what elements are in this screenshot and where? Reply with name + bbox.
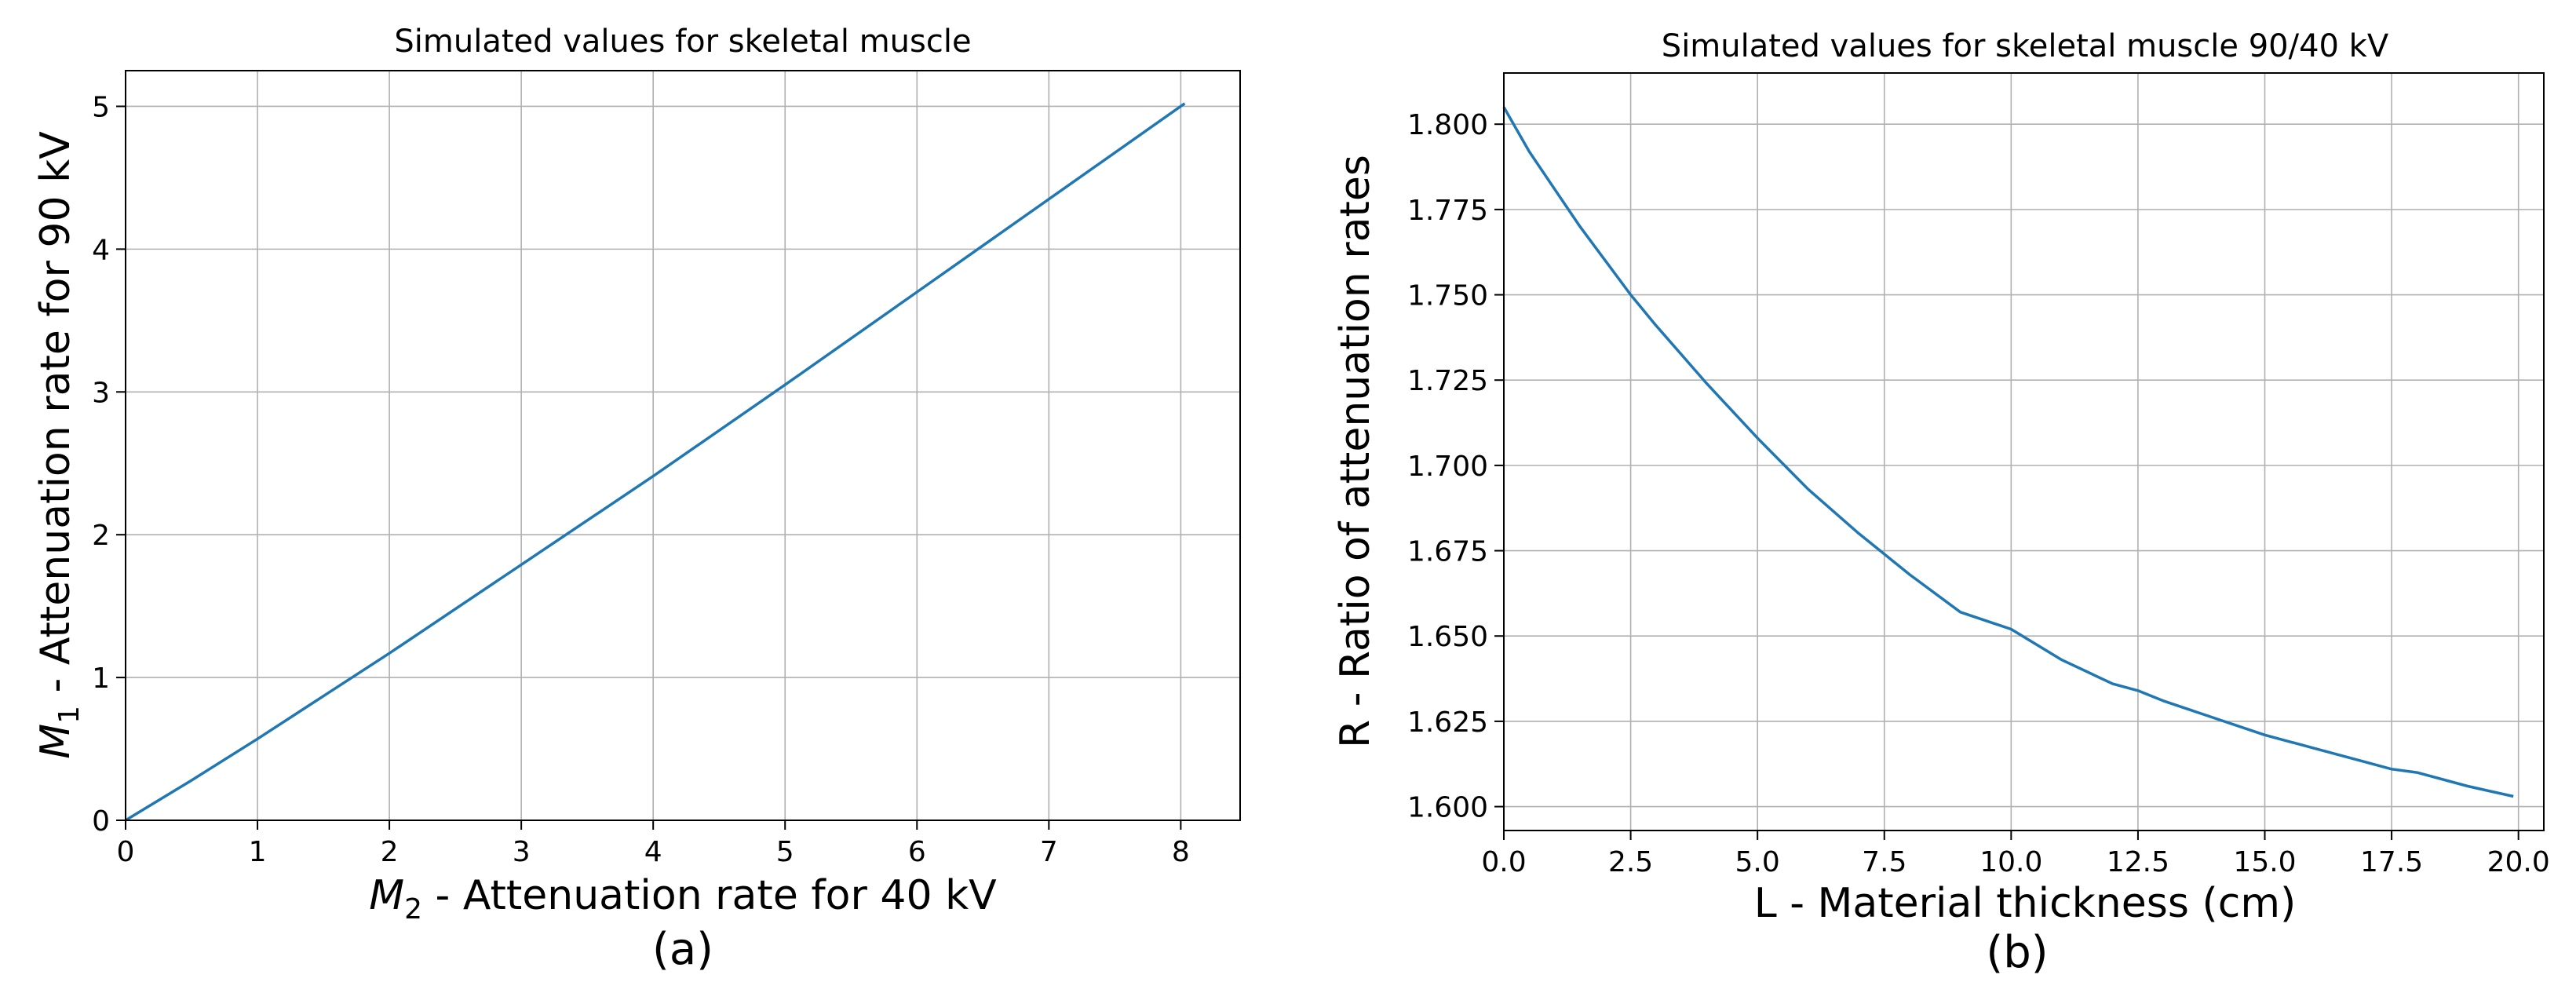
chart-a-xtick-label: 3 (513, 836, 531, 868)
chart-b-xtick-label: 0.0 (1481, 846, 1526, 878)
chart-a-ytick-label: 1 (92, 663, 110, 695)
chart-b: 0.0 2.5 5.0 7.5 10.0 12.5 15.0 17.5 20.0 1.600 1.6… (1332, 28, 2550, 978)
chart-a-ytick-label: 2 (92, 520, 110, 552)
chart-b-grid (1503, 73, 2544, 831)
chart-b-xtick-label: 7.5 (1862, 846, 1906, 878)
chart-b-ytick-label: 1.725 (1407, 365, 1488, 397)
chart-a-series (125, 102, 1186, 822)
chart-a-xtick-label: 0 (117, 836, 135, 868)
chart-a-xtick-label: 4 (644, 836, 662, 868)
chart-b-ytick-label: 1.625 (1407, 706, 1488, 739)
chart-a-ytick-label: 0 (92, 805, 110, 838)
chart-a-xtick-label: 7 (1040, 836, 1058, 868)
chart-a-ytick-label: 5 (92, 91, 110, 123)
chart-a-line-skeletal-muscle (125, 102, 1186, 822)
chart-b-ylabel: R - Ratio of attenuation rates (1332, 155, 1379, 748)
chart-a-title: Simulated values for skeletal muscle (394, 24, 971, 60)
chart-b-caption: (b) (1986, 927, 2048, 978)
chart-b-frame (1503, 72, 2545, 831)
chart-a-xtick-label: 8 (1172, 836, 1190, 868)
chart-b-ytick-label: 1.675 (1407, 536, 1488, 568)
chart-a-caption: (a) (652, 924, 713, 975)
chart-b-title: Simulated values for skeletal muscle 90/… (1662, 28, 2389, 64)
chart-a: 0 1 2 3 4 5 6 7 8 0 1 2 3 4 5 Simulated values for ske… (32, 24, 1241, 975)
chart-a-frame (125, 70, 1241, 821)
chart-b-xlabel: L - Material thickness (cm) (1754, 880, 2297, 927)
chart-b-ytick-label: 1.700 (1407, 451, 1488, 483)
chart-b-xtick-label: 5.0 (1735, 846, 1780, 878)
chart-a-ytick-label: 4 (92, 234, 110, 266)
chart-a-ticks: 0 1 2 3 4 5 6 7 8 0 1 2 3 4 5 (92, 91, 1190, 868)
chart-a-xtick-label: 2 (381, 836, 399, 868)
chart-b-xtick-label: 15.0 (2233, 846, 2296, 878)
chart-b-ytick-label: 1.750 (1407, 280, 1488, 312)
chart-b-xtick-label: 17.5 (2360, 846, 2423, 878)
chart-a-ylabel: M1 - Attenuation rate for 90 kV (32, 131, 86, 759)
chart-b-ytick-label: 1.775 (1407, 195, 1488, 227)
chart-a-ytick-label: 3 (92, 377, 110, 409)
chart-a-grid (125, 71, 1240, 821)
chart-b-ytick-label: 1.600 (1407, 792, 1488, 824)
chart-a-xtick-label: 1 (249, 836, 267, 868)
chart-b-xtick-label: 10.0 (1979, 846, 2042, 878)
chart-a-xtick-label: 6 (908, 836, 926, 868)
chart-b-xtick-label: 2.5 (1608, 846, 1653, 878)
chart-a-xtick-label: 5 (776, 836, 794, 868)
chart-b-ticks: 0.0 2.5 5.0 7.5 10.0 12.5 15.0 17.5 20.0 1.600 1.6… (1407, 109, 2550, 878)
chart-b-xtick-label: 20.0 (2487, 846, 2550, 878)
chart-b-line-ratio (1502, 106, 2514, 798)
chart-b-ytick-label: 1.650 (1407, 621, 1488, 653)
chart-b-xtick-label: 12.5 (2107, 846, 2169, 878)
chart-b-series (1502, 106, 2514, 798)
chart-b-ytick-label: 1.800 (1407, 109, 1488, 141)
chart-a-xlabel: M2 - Attenuation rate for 40 kV (369, 872, 997, 925)
